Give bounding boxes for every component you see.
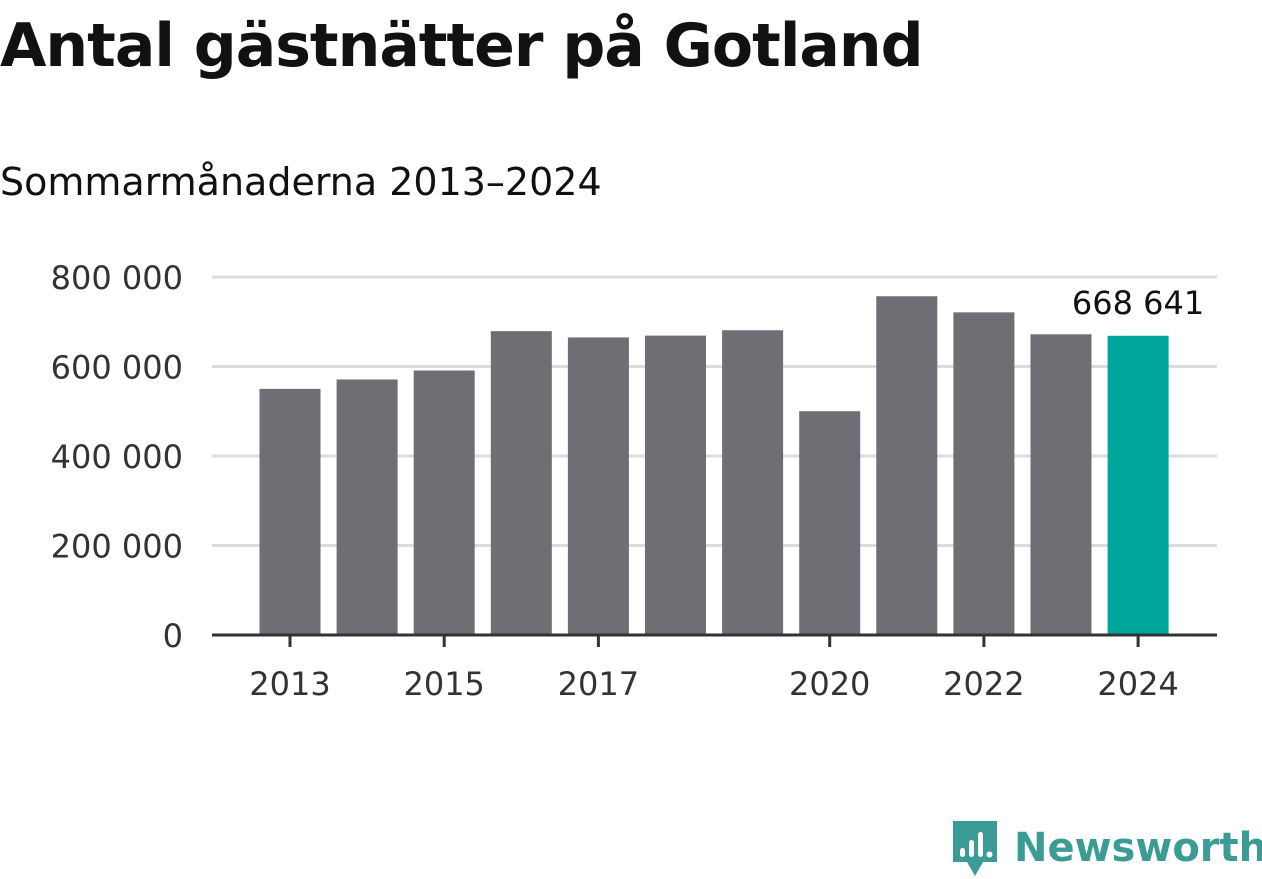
y-tick-label: 200 000 — [51, 528, 183, 566]
y-tick-label: 400 000 — [51, 438, 183, 476]
bar-2016 — [490, 331, 552, 635]
x-tick-label: 2024 — [1097, 665, 1178, 703]
bar-2015 — [413, 370, 475, 635]
bars — [259, 296, 1169, 635]
data-labels: 668 641 — [1072, 284, 1204, 322]
y-tick-label: 600 000 — [51, 349, 183, 387]
data-label-highlight: 668 641 — [1072, 284, 1204, 322]
y-tick-label: 0 — [163, 617, 183, 655]
x-tick-label: 2017 — [558, 665, 639, 703]
x-axis-ticks: 2013 2015 2017 2020 2022 2024 — [249, 635, 1179, 703]
chart-subtitle: Sommarmånaderna 2013–2024 — [0, 160, 602, 204]
bar-2022 — [953, 312, 1015, 635]
bar-2021 — [876, 296, 938, 635]
bar-2017 — [567, 337, 629, 635]
bar-2020 — [799, 411, 861, 635]
chart-title: Antal gästnätter på Gotland — [0, 11, 924, 81]
y-axis-ticks: 0 200 000 400 000 600 000 800 000 — [51, 259, 183, 655]
bar-2023 — [1030, 334, 1092, 635]
bar-2018 — [645, 335, 706, 635]
brand-name: Newsworthy — [1014, 825, 1262, 871]
bar-2014 — [336, 379, 398, 635]
x-tick-label: 2022 — [943, 665, 1024, 703]
x-tick-label: 2020 — [789, 665, 870, 703]
bar-2013 — [259, 388, 321, 635]
bar-2024 — [1107, 335, 1169, 635]
newsworthy-logo: Newsworthy — [950, 818, 1262, 878]
bar-2019 — [722, 330, 784, 635]
y-tick-label: 800 000 — [51, 259, 183, 297]
newsworthy-logo-icon — [953, 821, 997, 876]
x-tick-label: 2013 — [249, 665, 330, 703]
x-tick-label: 2015 — [403, 665, 484, 703]
